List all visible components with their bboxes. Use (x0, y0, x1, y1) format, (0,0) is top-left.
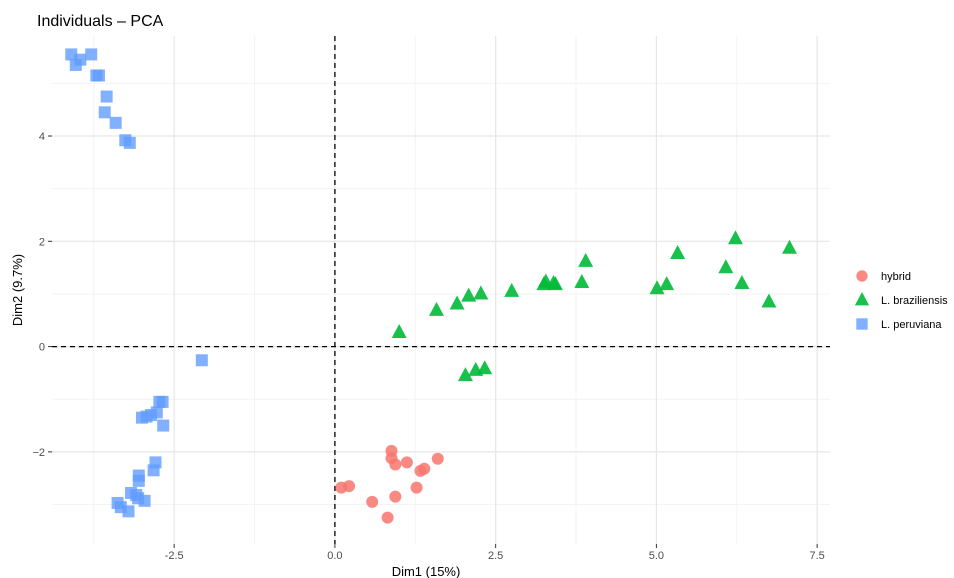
data-point-hybrid (381, 511, 394, 524)
grid-minor (52, 36, 830, 544)
data-point-l-braziliensis (659, 276, 675, 291)
data-point-l-braziliensis (428, 301, 444, 316)
data-point-l-braziliensis (670, 245, 686, 260)
data-point-hybrid (366, 495, 379, 508)
legend-key-l-peruviana (856, 318, 868, 330)
grid-major (52, 36, 830, 544)
x-tick-label: 5.0 (649, 550, 664, 562)
data-point-hybrid (389, 490, 402, 503)
data-point-l-peruviana (122, 505, 135, 518)
legend-label-hybrid: hybrid (881, 271, 911, 283)
data-point-hybrid (343, 480, 356, 493)
data-point-l-peruviana (65, 48, 78, 61)
data-point-l-peruviana (109, 116, 122, 129)
legend-label-l-braziliensis: L. braziliensis (881, 295, 948, 307)
x-axis: -2.5 0.0 2.5 5.0 7.5 (165, 544, 825, 562)
legend-key-hybrid (856, 270, 868, 282)
data-point-l-braziliensis (504, 282, 520, 297)
data-point-hybrid (418, 462, 431, 475)
x-tick-label: -2.5 (165, 550, 184, 562)
y-axis-label: Dim2 (9.7%) (10, 254, 25, 326)
y-axis: −2 0 2 4 (32, 131, 52, 459)
data-point-l-braziliensis (574, 273, 590, 288)
data-points (65, 48, 797, 524)
data-point-hybrid (431, 452, 444, 465)
data-point-l-peruviana (138, 494, 151, 507)
data-point-l-braziliensis (457, 367, 473, 382)
data-point-hybrid (400, 456, 413, 469)
y-tick-label: −2 (32, 447, 45, 459)
legend: hybrid L. braziliensis L. peruviana (854, 270, 948, 331)
reference-lines (52, 36, 830, 544)
data-point-hybrid (410, 481, 423, 494)
data-point-l-peruviana (123, 136, 136, 149)
data-point-l-braziliensis (718, 259, 734, 274)
data-point-l-peruviana (74, 53, 87, 66)
data-point-l-peruviana (136, 411, 149, 424)
data-point-l-braziliensis (727, 230, 743, 245)
x-axis-label: Dim1 (15%) (392, 564, 461, 578)
data-point-l-braziliensis (649, 280, 665, 295)
data-point-l-peruviana (132, 474, 145, 487)
data-point-l-peruviana (98, 106, 111, 119)
data-point-l-braziliensis (477, 360, 493, 375)
x-tick-label: 7.5 (809, 550, 824, 562)
data-point-l-peruviana (100, 90, 113, 103)
data-point-l-braziliensis (473, 285, 489, 300)
y-tick-label: 4 (39, 131, 45, 143)
chart-title: Individuals – PCA (37, 13, 164, 30)
data-point-l-braziliensis (781, 239, 797, 254)
y-tick-label: 2 (39, 236, 45, 248)
data-point-l-braziliensis (734, 275, 750, 290)
data-point-l-braziliensis (461, 287, 477, 302)
data-point-l-peruviana (157, 419, 170, 432)
legend-label-l-peruviana: L. peruviana (881, 319, 942, 331)
x-tick-label: 0.0 (327, 550, 342, 562)
data-point-l-peruviana (92, 69, 105, 82)
data-point-l-braziliensis (449, 295, 465, 310)
data-point-l-braziliensis (391, 323, 407, 338)
data-point-l-peruviana (153, 395, 166, 408)
legend-key-l-braziliensis (854, 292, 870, 306)
data-point-l-braziliensis (547, 276, 563, 291)
data-point-hybrid (389, 458, 402, 471)
data-point-l-peruviana (147, 464, 160, 477)
y-tick-label: 0 (39, 342, 45, 354)
data-point-l-braziliensis (578, 252, 594, 267)
x-tick-label: 2.5 (488, 550, 503, 562)
data-point-l-peruviana (85, 48, 98, 61)
data-point-l-braziliensis (761, 293, 777, 308)
data-point-l-peruviana (195, 354, 208, 367)
